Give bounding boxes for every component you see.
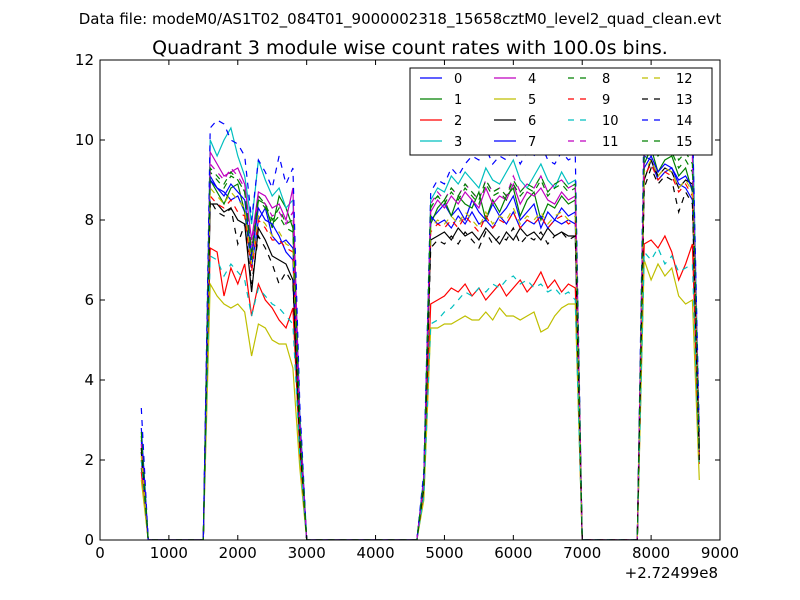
- x-tick-label: 6000: [494, 544, 532, 562]
- y-tick-label: 12: [75, 51, 94, 69]
- legend-label-8: 8: [602, 72, 610, 87]
- legend-label-11: 11: [602, 135, 619, 150]
- series-lines: [140, 75, 700, 540]
- legend-label-7: 7: [528, 135, 536, 150]
- x-tick-label: 9000: [701, 544, 739, 562]
- legend-label-0: 0: [454, 72, 462, 87]
- legend-label-15: 15: [676, 135, 693, 150]
- legend-label-12: 12: [676, 72, 693, 87]
- legend-label-10: 10: [602, 114, 619, 129]
- x-tick-label: 3000: [288, 544, 326, 562]
- plot-area: 0 1000 2000 3000 4000 5000 6000 7000 8000 9000 0 2 4…: [75, 51, 739, 562]
- x-tick-label: 1000: [150, 544, 188, 562]
- legend-label-13: 13: [676, 93, 693, 108]
- x-tick-label: 4000: [356, 544, 394, 562]
- legend-label-6: 6: [528, 114, 536, 129]
- x-tick-label: 8000: [632, 544, 670, 562]
- x-offset-label: +2.72499e8: [625, 564, 718, 582]
- series-line-12: [140, 158, 700, 540]
- y-tick-label: 6: [84, 291, 94, 309]
- x-tick-label: 7000: [563, 544, 601, 562]
- x-tick-label: 2000: [219, 544, 257, 562]
- y-tick-label: 2: [84, 451, 94, 469]
- y-tick-label: 10: [75, 131, 94, 149]
- legend-label-4: 4: [528, 72, 536, 87]
- x-tick-label: 5000: [425, 544, 463, 562]
- suptitle: Data file: modeM0/AS1T02_084T01_90000023…: [79, 10, 722, 29]
- series-line-5: [140, 259, 700, 540]
- legend-label-3: 3: [454, 135, 462, 150]
- legend-label-5: 5: [528, 93, 536, 108]
- legend-frame: [409, 67, 713, 156]
- x-tick-label: 0: [95, 544, 105, 562]
- legend-label-14: 14: [676, 114, 693, 129]
- chart-title: Quadrant 3 module wise count rates with …: [152, 37, 668, 59]
- y-tick-label: 4: [84, 371, 94, 389]
- legend-label-2: 2: [454, 114, 462, 129]
- y-tick-label: 8: [84, 211, 94, 229]
- legend-label-1: 1: [454, 93, 462, 108]
- y-tick-label: 0: [84, 531, 94, 549]
- legend-label-9: 9: [602, 93, 610, 108]
